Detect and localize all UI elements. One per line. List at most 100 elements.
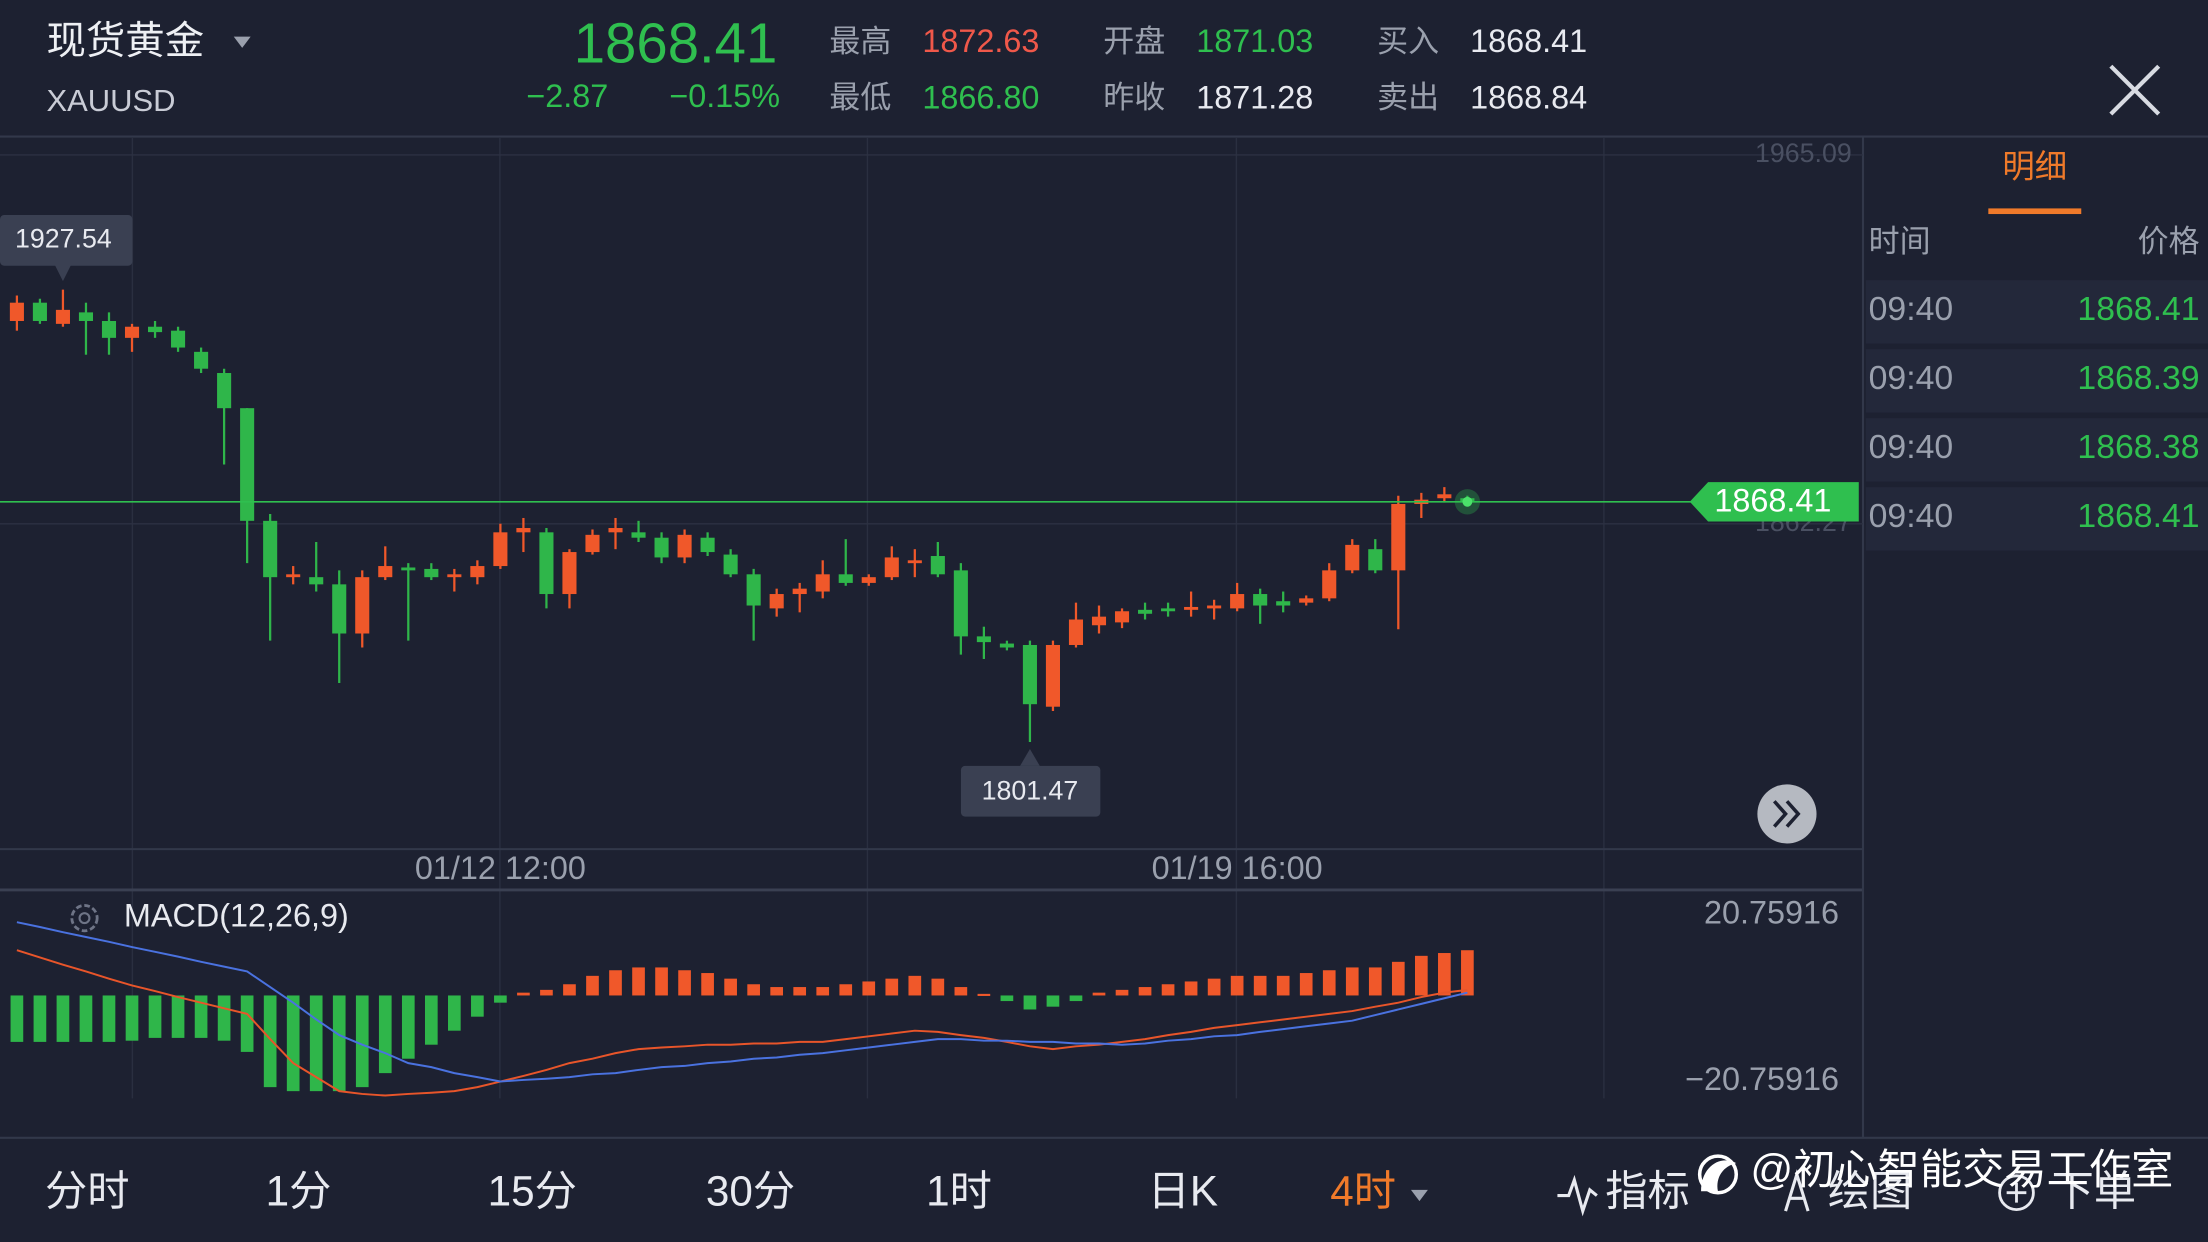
candle-body — [1207, 605, 1222, 609]
candle-body — [55, 309, 70, 324]
macd-histogram-bar — [1438, 953, 1451, 996]
timeframe-dropdown[interactable] — [1410, 1189, 1428, 1202]
detail-price: 1868.41 — [2077, 290, 2199, 328]
instrument-symbol: XAUUSD — [46, 83, 175, 118]
tool-button[interactable]: 绘图 — [1828, 1167, 1912, 1214]
timeframe-tab[interactable]: 分时 — [45, 1167, 129, 1214]
candle-body — [194, 351, 209, 369]
macd-histogram-bar — [309, 995, 323, 1092]
candle-body — [1391, 503, 1406, 571]
macd-histogram-bar — [954, 987, 968, 996]
timeframe-tab[interactable]: 30分 — [706, 1167, 795, 1214]
candle-body — [1322, 570, 1337, 599]
macd-histogram-bar — [908, 975, 922, 996]
detail-tab[interactable]: 明细 — [2002, 149, 2067, 185]
timeframe-tab[interactable]: 1时 — [926, 1167, 992, 1214]
detail-tab-underline — [1988, 208, 2082, 215]
macd-histogram-bar — [1368, 967, 1382, 996]
stat-value: 1871.03 — [1196, 23, 1313, 59]
macd-histogram-bar — [816, 987, 830, 996]
macd-histogram-bar — [33, 995, 47, 1042]
macd-histogram-bar — [839, 984, 853, 996]
candle-body — [677, 534, 692, 558]
timeframe-tab[interactable]: 1分 — [266, 1167, 332, 1214]
macd-histogram-bar — [563, 984, 576, 996]
candle-body — [263, 520, 278, 578]
candle-body — [332, 584, 347, 634]
timeframe-tab[interactable]: 4时 — [1330, 1167, 1396, 1214]
candle-body — [493, 532, 508, 567]
stat-value: 1872.63 — [922, 23, 1039, 59]
candle-body — [907, 560, 922, 564]
candle-body — [516, 528, 531, 533]
instrument-dropdown[interactable] — [233, 36, 251, 48]
candle-body — [1437, 494, 1452, 499]
candle-body — [401, 567, 416, 571]
macd-histogram-bar — [401, 995, 415, 1059]
candle-body — [286, 574, 301, 578]
macd-histogram-bar — [263, 995, 277, 1088]
forward-button[interactable] — [1757, 784, 1817, 844]
low-marker-box — [960, 765, 1101, 817]
stat-label: 昨收 — [1103, 80, 1165, 115]
macd-histogram-bar — [1253, 975, 1267, 996]
detail-time: 09:40 — [1869, 428, 1954, 466]
stat-value: 1868.41 — [1470, 23, 1587, 59]
draw-tool-icon — [1784, 1169, 1810, 1212]
last-price: 1868.41 — [574, 12, 778, 75]
stat-label: 买入 — [1377, 24, 1439, 59]
candle-body — [539, 532, 554, 595]
candle-body — [355, 577, 370, 634]
timeframe-tab[interactable]: 15分 — [488, 1167, 577, 1214]
macd-histogram-bar — [1115, 989, 1129, 996]
instrument-name[interactable]: 现货黄金 — [46, 19, 204, 63]
order-tool-icon-plus — [2006, 1182, 2027, 1203]
macd-histogram-bar — [793, 987, 807, 996]
detail-price: 1868.39 — [2077, 359, 2199, 397]
macd-histogram-bar — [448, 995, 461, 1031]
macd-histogram-bar — [10, 995, 24, 1042]
detail-panel: 明细 时间 价格 09:40 1868.41 09:40 1868.39 09:40 18… — [1865, 149, 2208, 551]
candle-body — [1138, 609, 1153, 614]
stat-label: 最高 — [829, 24, 891, 59]
macd-histogram-bar — [1230, 975, 1244, 996]
watermark-logo — [1701, 1160, 1737, 1192]
indicator-settings-icon[interactable] — [70, 904, 99, 933]
macd-histogram-bar — [586, 975, 599, 996]
macd-histogram-bar — [770, 987, 784, 996]
high-marker-pointer — [54, 264, 72, 282]
candle-body — [654, 537, 669, 558]
candle-body — [217, 373, 232, 409]
tool-button[interactable]: 下单 — [2052, 1167, 2136, 1214]
macd-histogram-bar — [1138, 987, 1152, 996]
tool-button[interactable]: 指标 — [1605, 1167, 1689, 1214]
candle-body — [1068, 619, 1084, 645]
candle-body — [1114, 611, 1130, 623]
macd-histogram-bar — [1276, 975, 1290, 996]
indicator-title[interactable]: MACD(12,26,9) — [124, 898, 349, 934]
candle-body — [999, 643, 1014, 648]
macd-histogram-bar — [171, 995, 185, 1038]
candle-body — [1276, 601, 1291, 606]
watermark: @初心智能交易工作室 — [1750, 1146, 2173, 1193]
timeframe-tab[interactable]: 日K — [1148, 1167, 1218, 1214]
close-button[interactable] — [2109, 64, 2161, 116]
candle-body — [378, 566, 393, 578]
candle-body — [861, 577, 876, 583]
detail-time: 09:40 — [1869, 497, 1954, 535]
macd-plot: 20.75916 −20.75916 — [10, 895, 1839, 1097]
candle-body — [1368, 549, 1383, 571]
macd-histogram-bar — [148, 995, 162, 1038]
macd-histogram-bar — [540, 989, 553, 996]
candle-body — [769, 594, 784, 609]
column-header: 时间 — [1869, 224, 1931, 259]
detail-price: 1868.41 — [2077, 497, 2199, 535]
detail-row-bg — [1865, 349, 2208, 413]
macd-histogram-bar — [885, 978, 899, 996]
macd-histogram-bar — [517, 992, 530, 996]
macd-histogram-bar — [494, 995, 507, 1003]
macd-histogram-bar — [1414, 955, 1428, 996]
macd-histogram-bar — [240, 995, 254, 1052]
macd-histogram-bar — [1391, 961, 1405, 996]
